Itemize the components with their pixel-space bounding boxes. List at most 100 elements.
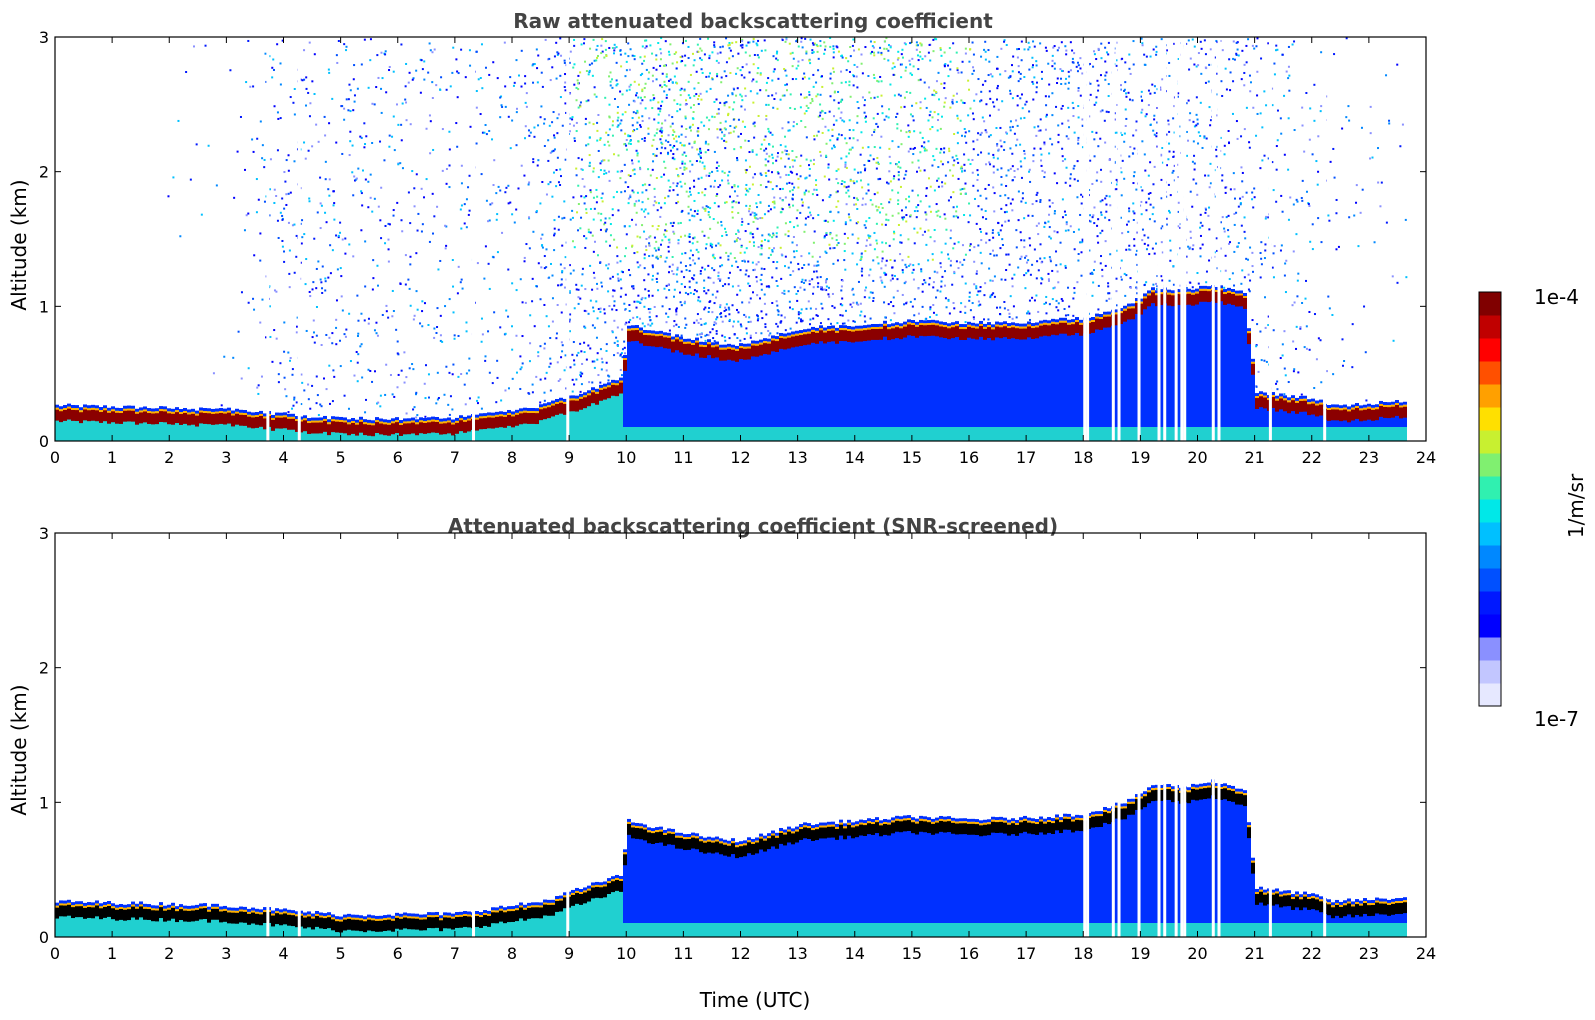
ground-cell [883, 427, 887, 441]
noise-cell [972, 140, 975, 143]
layer-edge [391, 421, 395, 425]
noise-cell [877, 163, 880, 166]
noise-cell [696, 43, 699, 46]
noise-cell [727, 44, 730, 47]
noise-cell [963, 163, 966, 166]
layer-edge [455, 420, 459, 424]
noise-cell [955, 210, 958, 213]
noise-cell [639, 124, 642, 127]
noise-cell [648, 236, 651, 239]
noise-cell [505, 186, 508, 189]
noise-cell [353, 64, 356, 67]
noise-cell [784, 165, 787, 168]
noise-cell [877, 262, 880, 265]
noise-cell [888, 155, 891, 158]
layer-cell [191, 413, 195, 425]
noise-cell [980, 208, 983, 211]
noise-cell [800, 320, 803, 323]
noise-cell [817, 57, 820, 60]
noise-cell [281, 197, 284, 200]
noise-cell [721, 234, 724, 237]
noise-cell [645, 39, 648, 42]
noise-cell [829, 322, 832, 325]
layer-edge [367, 422, 371, 426]
noise-cell [905, 220, 908, 223]
noise-cell [240, 377, 243, 380]
noise-cell [415, 416, 418, 419]
noise-cell [879, 276, 882, 279]
layer-edge [795, 330, 799, 334]
noise-cell [343, 333, 346, 336]
noise-cell [415, 69, 418, 72]
noise-cell [193, 45, 196, 48]
noise-cell [889, 279, 892, 282]
noise-cell [811, 278, 814, 281]
noise-cell [336, 61, 339, 64]
noise-cell [655, 240, 658, 243]
noise-cell [757, 67, 760, 70]
noise-cell [357, 167, 360, 170]
noise-cell [673, 130, 676, 133]
fill-cell [523, 409, 527, 441]
noise-cell [257, 392, 260, 395]
noise-cell [955, 260, 958, 263]
noise-cell [751, 183, 754, 186]
noise-cell [605, 131, 608, 134]
noise-cell [715, 59, 718, 62]
layer-cell [463, 421, 467, 433]
noise-cell [860, 252, 863, 255]
noise-cell [840, 157, 843, 160]
ground-cell [659, 427, 663, 441]
noise-cell [391, 315, 394, 318]
layer-cell [59, 411, 63, 423]
layer-edge [291, 413, 295, 417]
noise-cell [919, 51, 922, 54]
fill-cell [227, 409, 231, 441]
noise-cell [837, 133, 840, 136]
noise-cell [468, 397, 471, 400]
noise-cell [696, 209, 699, 212]
noise-cell [832, 47, 835, 50]
noise-cell [352, 194, 355, 197]
noise-cell [583, 325, 586, 328]
layer-edge [203, 408, 207, 412]
layer-edge [331, 416, 335, 420]
layer-edge [839, 328, 843, 332]
layer-edge [931, 319, 935, 323]
noise-cell [719, 256, 722, 259]
noise-cell [384, 53, 387, 56]
layer-cell [135, 413, 139, 425]
noise-cell [893, 274, 896, 277]
noise-cell [969, 214, 972, 217]
layer-cell [139, 412, 143, 424]
noise-cell [992, 186, 995, 189]
noise-cell [521, 362, 524, 365]
noise-cell [361, 376, 364, 379]
layer-edge [691, 339, 695, 343]
layer-edge [115, 407, 119, 411]
noise-cell [723, 133, 726, 136]
layer-edge [815, 330, 819, 334]
noise-cell [791, 171, 794, 174]
noise-cell [343, 43, 346, 46]
noise-cell [944, 270, 947, 273]
noise-cell [744, 168, 747, 171]
layer-edge [283, 412, 287, 416]
noise-cell [744, 125, 747, 128]
layer-edge [519, 408, 523, 412]
noise-cell [1016, 124, 1019, 127]
noise-cell [608, 115, 611, 118]
noise-cell [517, 187, 520, 190]
noise-cell [784, 222, 787, 225]
noise-cell [484, 359, 487, 362]
noise-cell [713, 185, 716, 188]
layer-cell [1007, 328, 1011, 339]
noise-cell [428, 42, 431, 45]
noise-cell [291, 407, 294, 410]
noise-cell [631, 124, 634, 127]
noise-cell [611, 124, 614, 127]
noise-cell [1025, 272, 1028, 275]
noise-cell [459, 208, 462, 211]
noise-cell [524, 301, 527, 304]
noise-cell [847, 319, 850, 322]
